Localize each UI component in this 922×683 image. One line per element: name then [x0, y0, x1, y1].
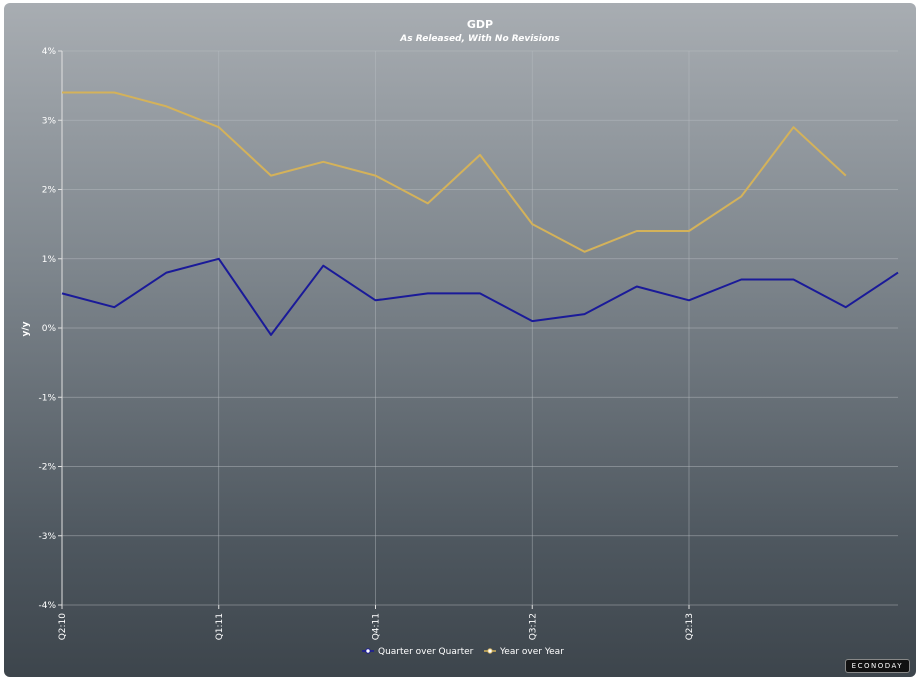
y-tick-label: -2%: [38, 463, 56, 473]
y-axis-label: y/y: [21, 321, 31, 336]
x-tick-label: Q1:11: [215, 613, 225, 640]
y-tick-label: -4%: [38, 601, 56, 611]
y-tick-label: 2%: [42, 186, 57, 196]
series-lines: [61, 91, 899, 336]
chart-subtitle: As Released, With No Revisions: [399, 34, 560, 44]
gdp-line-chart: GDP As Released, With No Revisions y/y 4…: [21, 18, 899, 657]
legend-marker-year-over-year: [487, 648, 493, 654]
chart-title: GDP: [467, 18, 493, 31]
y-tick-labels: 4% 3% 2% 1% 0% -1% -2% -3% -4%: [38, 47, 56, 611]
legend-label-quarter-over-quarter: Quarter over Quarter: [378, 647, 474, 657]
x-tick-label: Q4:11: [372, 613, 382, 640]
chart-frame: GDP As Released, With No Revisions y/y 4…: [4, 3, 916, 677]
x-tick-label: Q2:10: [58, 613, 68, 641]
y-tick-label: 3%: [42, 116, 57, 126]
legend: Quarter over Quarter Year over Year: [362, 647, 564, 657]
y-tick-label: -1%: [38, 393, 56, 403]
y-tick-label: 4%: [42, 47, 57, 57]
x-tick-label: Q2:13: [685, 613, 695, 640]
axes: [58, 50, 690, 609]
series-line-year-over-year: [62, 91, 847, 253]
y-tick-label: 1%: [42, 255, 57, 265]
legend-label-year-over-year: Year over Year: [499, 647, 564, 657]
x-tick-labels: Q2:10 Q1:11 Q4:11 Q3:12 Q2:13: [58, 613, 695, 641]
y-tick-label: -3%: [38, 532, 56, 542]
econoday-watermark: ECONODAY: [844, 659, 910, 673]
grid-lines: [62, 50, 898, 606]
legend-marker-quarter-over-quarter: [365, 648, 371, 654]
y-tick-label: 0%: [42, 324, 57, 334]
x-tick-label: Q3:12: [528, 613, 538, 640]
series-line-quarter-over-quarter: [61, 257, 899, 336]
